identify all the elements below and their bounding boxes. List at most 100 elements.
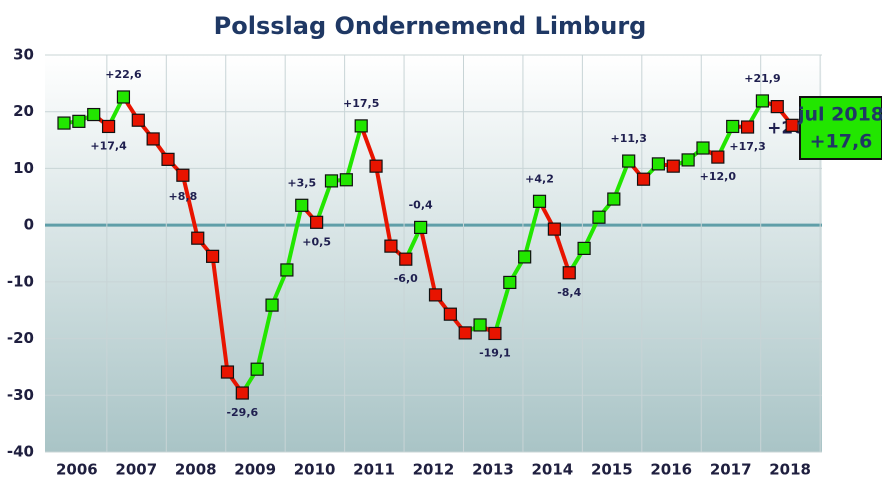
marker xyxy=(666,159,680,173)
marker xyxy=(696,141,710,155)
data-label: -29,6 xyxy=(226,406,258,419)
data-label: -8,4 xyxy=(557,286,581,299)
x-tick-label: 2007 xyxy=(115,461,157,479)
line-segment xyxy=(374,164,393,249)
y-tick-label: 0 xyxy=(24,216,34,234)
callout-value: +17,6 xyxy=(810,131,873,153)
x-tick-label: 2011 xyxy=(353,461,395,479)
marker xyxy=(458,326,472,340)
marker xyxy=(101,119,116,134)
marker xyxy=(726,119,740,134)
callout-box xyxy=(799,96,882,160)
marker xyxy=(547,222,561,236)
data-label: +12,0 xyxy=(700,170,737,183)
y-tick-label: -10 xyxy=(7,272,34,290)
marker xyxy=(785,118,799,132)
y-tick-label: -30 xyxy=(7,386,34,404)
data-label: +17,3 xyxy=(729,140,765,153)
marker xyxy=(176,168,190,182)
x-tick-label: 2008 xyxy=(175,461,217,479)
line-segment xyxy=(180,173,200,241)
x-tick-label: 2012 xyxy=(413,461,455,479)
marker xyxy=(755,94,770,108)
line-segment xyxy=(344,123,364,182)
data-label: +21,9 xyxy=(744,72,780,85)
data-label: +8,8 xyxy=(169,190,198,203)
x-tick-label: 2016 xyxy=(650,461,692,479)
plot-area xyxy=(45,55,822,452)
marker xyxy=(488,326,502,341)
x-tick-label: 2017 xyxy=(710,461,752,479)
data-label: +11,3 xyxy=(611,132,647,145)
marker xyxy=(399,252,413,266)
line-segment xyxy=(522,199,542,259)
data-label: +0,5 xyxy=(302,235,331,248)
marker xyxy=(280,263,294,277)
marker xyxy=(324,174,339,188)
marker xyxy=(250,362,264,376)
x-tick-label: 2006 xyxy=(56,461,98,479)
x-tick-label: 2013 xyxy=(472,461,514,479)
data-label: -19,1 xyxy=(479,346,511,359)
marker xyxy=(310,215,324,229)
marker xyxy=(146,132,160,146)
marker xyxy=(532,194,547,208)
data-label: +22,6 xyxy=(105,68,142,81)
line-segment xyxy=(255,303,275,372)
line-segment xyxy=(492,280,512,336)
marker xyxy=(473,318,487,332)
marker xyxy=(161,152,175,166)
marker xyxy=(384,239,398,253)
line-segment xyxy=(284,203,304,272)
x-tick-label: 2014 xyxy=(532,461,574,479)
callout-title: jul 2018 xyxy=(797,104,882,126)
data-label: +4,2 xyxy=(525,172,554,185)
marker xyxy=(265,298,279,312)
marker xyxy=(651,157,666,171)
data-label: +3,5 xyxy=(287,176,316,189)
marker xyxy=(220,365,235,379)
line-segment xyxy=(210,254,230,375)
marker xyxy=(592,210,606,224)
marker xyxy=(503,275,517,290)
marker xyxy=(339,173,353,187)
marker xyxy=(131,113,145,127)
x-tick-label: 2018 xyxy=(769,461,811,479)
marker xyxy=(354,119,368,133)
x-tick-label: 2010 xyxy=(294,461,336,479)
marker xyxy=(636,172,651,186)
y-tick-label: -40 xyxy=(7,443,34,461)
marker xyxy=(770,100,784,114)
marker xyxy=(740,120,755,134)
line-segment xyxy=(314,178,334,225)
marker xyxy=(57,116,71,130)
marker xyxy=(518,250,532,264)
marker xyxy=(711,150,725,164)
marker xyxy=(72,114,86,128)
marker xyxy=(443,307,457,321)
data-label: +17,4 xyxy=(90,139,127,152)
chart-title: Polsslag Ondernemend Limburg xyxy=(214,12,647,40)
y-tick-label: 20 xyxy=(13,102,34,120)
marker xyxy=(369,159,383,173)
x-tick-label: 2009 xyxy=(234,461,276,479)
marker xyxy=(577,241,591,255)
data-label: -0,4 xyxy=(409,198,433,211)
y-tick-label: 30 xyxy=(13,46,34,64)
data-label: -6,0 xyxy=(394,272,418,285)
marker xyxy=(414,220,428,235)
data-label: +17,5 xyxy=(343,97,379,110)
marker xyxy=(206,249,220,263)
line-segment xyxy=(359,123,379,169)
marker xyxy=(562,266,576,280)
line-segment xyxy=(418,225,438,297)
marker xyxy=(87,107,101,122)
y-tick-label: 10 xyxy=(13,159,34,177)
x-tick-label: 2015 xyxy=(591,461,633,479)
marker xyxy=(622,154,636,168)
line-segment xyxy=(552,227,572,275)
marker xyxy=(191,231,205,245)
y-tick-label: -20 xyxy=(7,329,34,347)
marker xyxy=(116,90,131,104)
